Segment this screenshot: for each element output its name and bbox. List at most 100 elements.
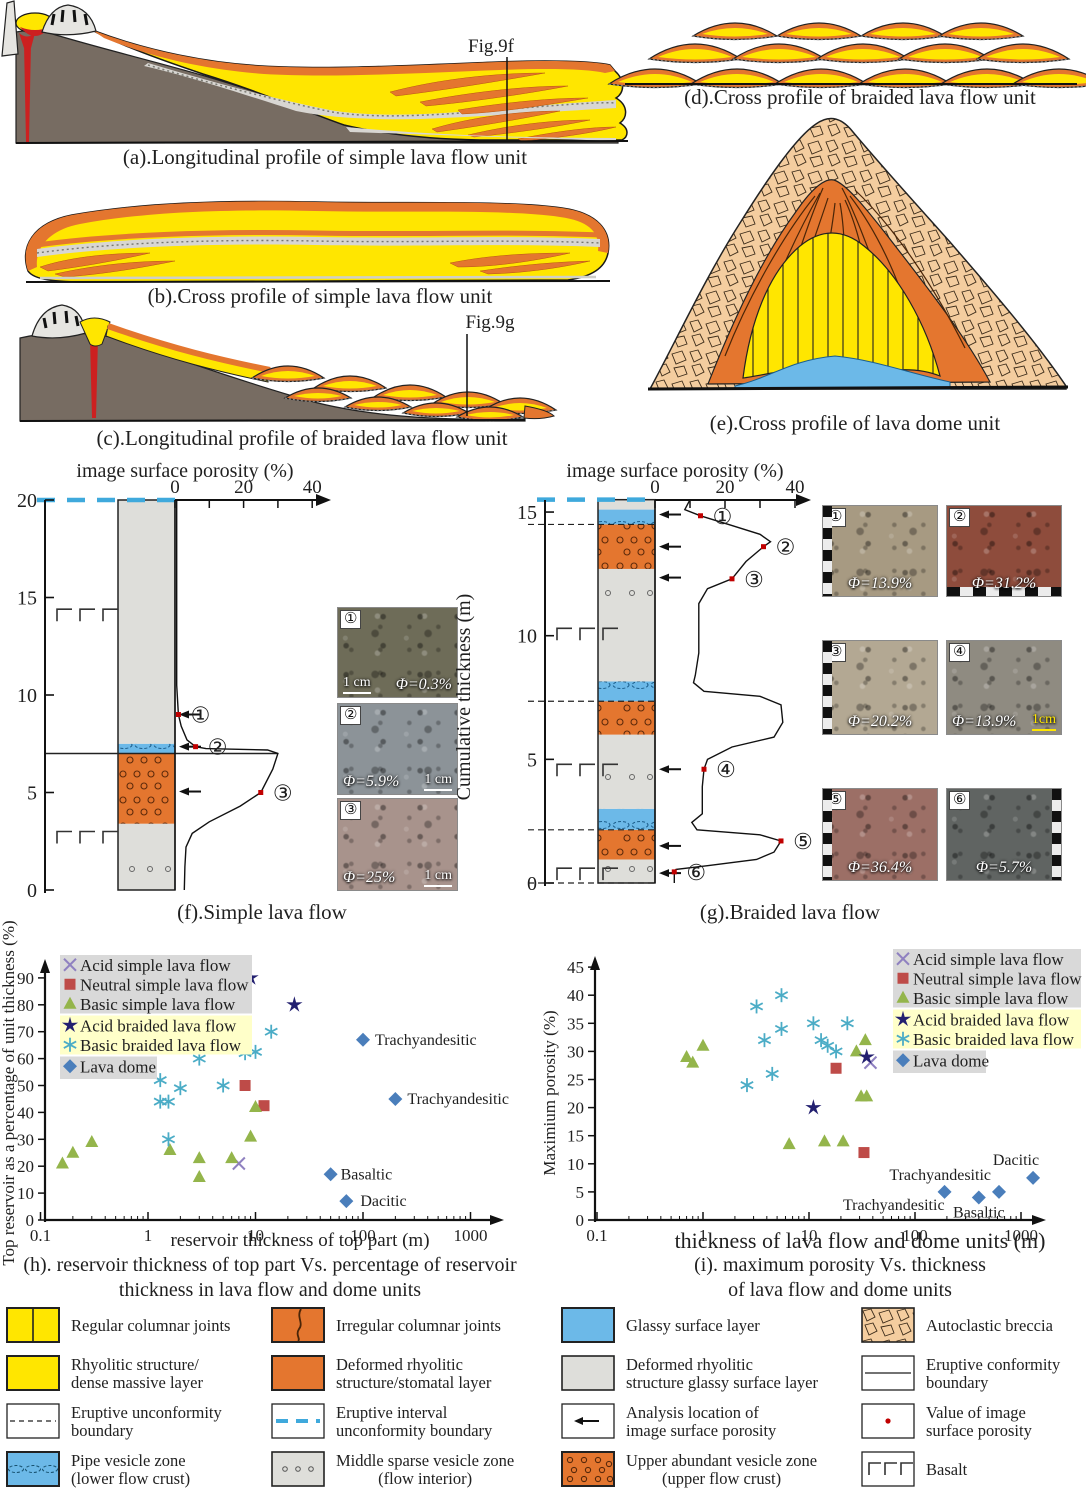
bottom-line [15,140,629,144]
legend-item-irregular-columnar-joints: Irregular columnar joints [271,1307,561,1345]
legend-item-autoclastic-breccia: Autoclastic breccia [861,1307,1086,1345]
porosity-value-dot [698,513,703,519]
tephra-cone [41,4,97,36]
basalt-symbol [556,867,618,881]
marker-triangle [63,996,77,1009]
marker-asterisk [153,1094,167,1109]
rock-photo-②: ② Φ=31.2% [946,505,1062,597]
legend-item-label: Neutral simple lava flow [80,975,249,994]
base-line [647,385,1069,391]
rock-photo-⑤: ⑤ Φ=36.4% [822,788,938,881]
porosity-tick-label: 20 [716,477,735,498]
legend-bg-braided [60,1015,252,1055]
legend-item-label: Irregular columnar joints [336,1316,501,1336]
photo-number-chip: ② [340,706,362,725]
braided-lobes [607,22,1086,89]
scale-ruler [823,789,832,880]
photo-number-chip: ① [340,610,362,629]
y-tick-label: 10 [17,1184,34,1203]
glassy-dotted-line [36,239,601,254]
flow-front [523,405,555,420]
legend-swatch-gray-plain [561,1355,615,1391]
porosity-axis-arrowhead [316,494,331,506]
marker-square [64,978,76,990]
depth-axis-title: Cumulative thickness (m) [453,594,475,801]
point-label: Trachyandesitic [843,1197,945,1214]
marker-square [258,1100,270,1112]
figure-legend: Regular columnar joints Irregular columna… [0,1302,1086,1495]
caption-line-1: (i). maximum porosity Vs. thickness [694,1254,986,1276]
porosity-value-dot [778,838,784,844]
legend-item-label: Upper abundant vesicle zone (upper flow c… [626,1451,818,1488]
legend-item-label: Pipe vesicle zone (lower flow crust) [71,1451,191,1488]
porosity-value-label: Φ=5.9% [343,773,400,790]
porosity-tick-label: 0 [650,477,660,498]
caption-e: (e).Cross profile of lava dome unit [710,411,1001,435]
panel-i-scatter-max-porosity: 0 5 10 15 20 25 30 35 40 45 0.1 1 10 100 1000 thickness… [540,935,1086,1307]
legend-swatch-conformity-line [861,1355,915,1391]
panel-c-longitudinal-braided-flow: Fig.9g (c).Longitudinal profile of braid… [19,304,558,450]
legend-item-label: Acid braided lava flow [80,1016,237,1035]
x-tick-label: 10 [801,1226,818,1245]
marker-diamond [388,1091,403,1106]
sample-number-label: ⑥ [686,860,706,885]
scale-ruler [823,506,832,596]
legend-swatch-basalt [861,1451,915,1487]
scale-ruler [1052,789,1061,880]
panel-g-braided-lava-flow-log: 0 5 10 15 0 20 40 image surface porosity (%) Cum… [440,455,1086,937]
bottom-line [19,419,526,422]
legend-item-label: Deformed rhyolitic structure/stomatal lay… [336,1355,492,1392]
marker-triangle [686,1055,700,1068]
legend-swatch-dashed-blue [271,1403,325,1439]
porosity-value-dot [761,544,766,550]
y-tick-label: 40 [567,986,584,1005]
porosity-value-dot [671,869,677,875]
legend-item-label: Eruptive unconformity boundary [71,1403,222,1440]
marker-asterisk [765,1066,779,1081]
legend-item-label: Eruptive interval unconformity boundary [336,1403,493,1440]
marker-star [805,1099,822,1115]
panel-a-longitudinal-simple-flow: Fig.9f (a).Longitudinal profile of simpl… [1,0,629,169]
upper-crust [92,30,615,76]
porosity-value-dot [258,790,264,795]
legend-item-label: Acid simple lava flow [80,956,231,975]
marker-triangle [55,1156,69,1169]
legend-swatch-dashed-black [6,1403,60,1439]
legend-item-label: Middle sparse vesicle zone (flow interior… [336,1451,515,1488]
marker-triangle [192,1169,206,1182]
caption: (g).Braided lava flow [700,900,881,924]
point-label: Dacitic [993,1152,1039,1169]
marker-triangle [782,1137,796,1150]
porosity-value-dot [193,744,199,750]
legend-item-value-of-image-surface-porosity: Value of image surface porosity [861,1403,1086,1441]
proximal-crust [106,323,271,373]
legend-swatch-red-dot [861,1403,915,1439]
panel-e-cross-lava-dome: (e).Cross profile of lava dome unit [647,117,1069,435]
legend-item-upper-abundant-vesicle-zone: Upper abundant vesicle zone (upper flow c… [561,1451,861,1489]
panel-h-scatter-reservoir-thickness: 0 10 20 30 40 50 60 70 80 90 0.1 1 10 100 1000 reservoi… [0,920,540,1307]
photo-caption-row: Φ=20.2% [828,713,932,731]
sample-number-label: ② [776,535,796,560]
marker-square [239,1080,251,1091]
legend-swatch-blue-ellipses [6,1451,60,1487]
basal-glassy-line [39,275,597,280]
point-label: Trachyandesitic [407,1091,509,1108]
conduit-funnel [19,33,35,48]
marker-triangle [225,1151,239,1164]
scale-ruler [823,641,832,734]
marker-star [286,996,303,1012]
marker-triangle [163,1143,177,1156]
caption-c: (c).Longitudinal profile of braided lava… [96,426,507,450]
analysis-location-arrow [179,710,201,719]
marker-asterisk [161,1132,176,1147]
y-tick-label: 10 [567,1155,584,1174]
x-axis-label: reservoir thickness of top part (m) [170,1230,429,1251]
marker-diamond [991,1184,1006,1199]
rock-photo-③: ③ Φ=20.2% [822,640,938,735]
marker-triangle [817,1134,831,1147]
y-tick-label: 20 [17,1157,34,1176]
y-tick-label: 60 [17,1050,34,1069]
stratum-middle-sparse-vesicle [598,734,655,809]
legend-item-middle-sparse-vesicle-zone: Middle sparse vesicle zone (flow interior… [271,1451,561,1489]
